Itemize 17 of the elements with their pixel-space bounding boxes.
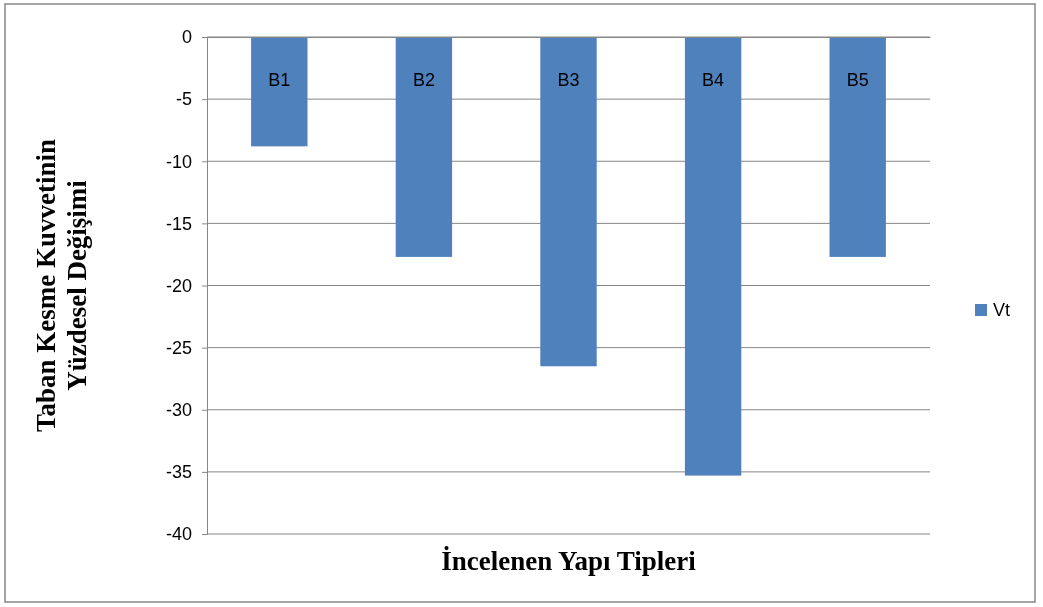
- y-tick-label: -30: [165, 400, 192, 421]
- y-axis-title: Taban Kesme Kuvvetinin Yüzdesel Değişimi: [31, 138, 92, 433]
- y-tick-label: -25: [165, 337, 192, 358]
- y-tick-label: 0: [181, 27, 192, 48]
- y-tick-label: -35: [165, 462, 192, 483]
- x-tick-label: B3: [557, 69, 580, 90]
- y-tick-label: -10: [165, 151, 192, 172]
- x-axis-title: İncelenen Yapı Tipleri: [441, 546, 697, 576]
- y-tick-label: -5: [175, 89, 192, 110]
- x-tick-label: B4: [702, 69, 725, 90]
- x-tick-label: B2: [412, 69, 435, 90]
- y-tick-label: -40: [165, 524, 192, 545]
- x-tick-label: B1: [268, 69, 291, 90]
- legend-label: Vt: [993, 300, 1011, 320]
- x-tick-label: B5: [846, 69, 869, 90]
- y-tick-label: -15: [165, 213, 192, 234]
- y-tick-label: -20: [165, 275, 192, 296]
